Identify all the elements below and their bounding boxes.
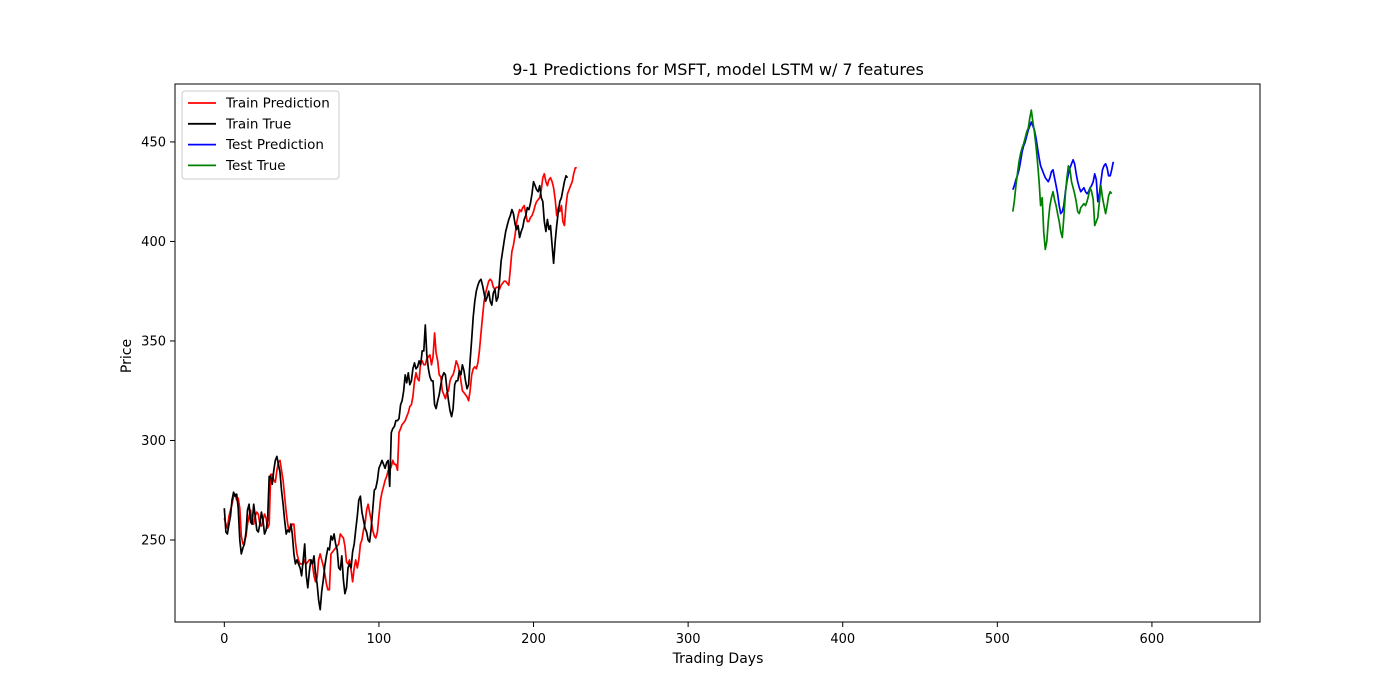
y-axis-label: Price [119, 339, 135, 373]
series-line-1 [223, 174, 569, 611]
x-axis-label: Trading Days [672, 651, 764, 667]
x-tick-label: 100 [367, 632, 392, 647]
y-tick-label: 300 [141, 434, 166, 449]
y-tick-label: 450 [141, 135, 166, 150]
legend-entry-label: Test True [225, 158, 286, 174]
series-line-0 [223, 166, 577, 591]
x-tick-label: 200 [521, 632, 546, 647]
legend-entry-label: Test Prediction [225, 137, 324, 153]
x-tick-label: 400 [830, 632, 855, 647]
series-line-2 [1012, 121, 1115, 215]
legend-box [181, 90, 340, 180]
legend-entry-label: Train True [225, 116, 291, 132]
y-axis: 250 300 350 400 450 [141, 135, 175, 548]
plot-area: 0 100 200 300 400 500 600 250 300 350 400 450 [141, 83, 1261, 647]
x-tick-label: 500 [985, 632, 1010, 647]
legend-entry-label: Train Prediction [225, 96, 330, 112]
x-axis: 0 100 200 300 400 500 600 [220, 622, 1164, 647]
y-tick-label: 400 [141, 235, 166, 250]
legend: Train Prediction Train True Test Predictio… [181, 90, 340, 180]
plot-frame [174, 83, 1261, 623]
y-tick-label: 350 [141, 334, 166, 349]
series-line-3 [1011, 109, 1113, 251]
y-tick-label: 250 [141, 533, 166, 548]
series-layer [223, 109, 1115, 611]
x-tick-label: 600 [1140, 632, 1165, 647]
chart-title: 9-1 Predictions for MSFT, model LSTM w/ … [512, 60, 924, 79]
x-tick-label: 300 [676, 632, 701, 647]
x-tick-label: 0 [220, 632, 228, 647]
